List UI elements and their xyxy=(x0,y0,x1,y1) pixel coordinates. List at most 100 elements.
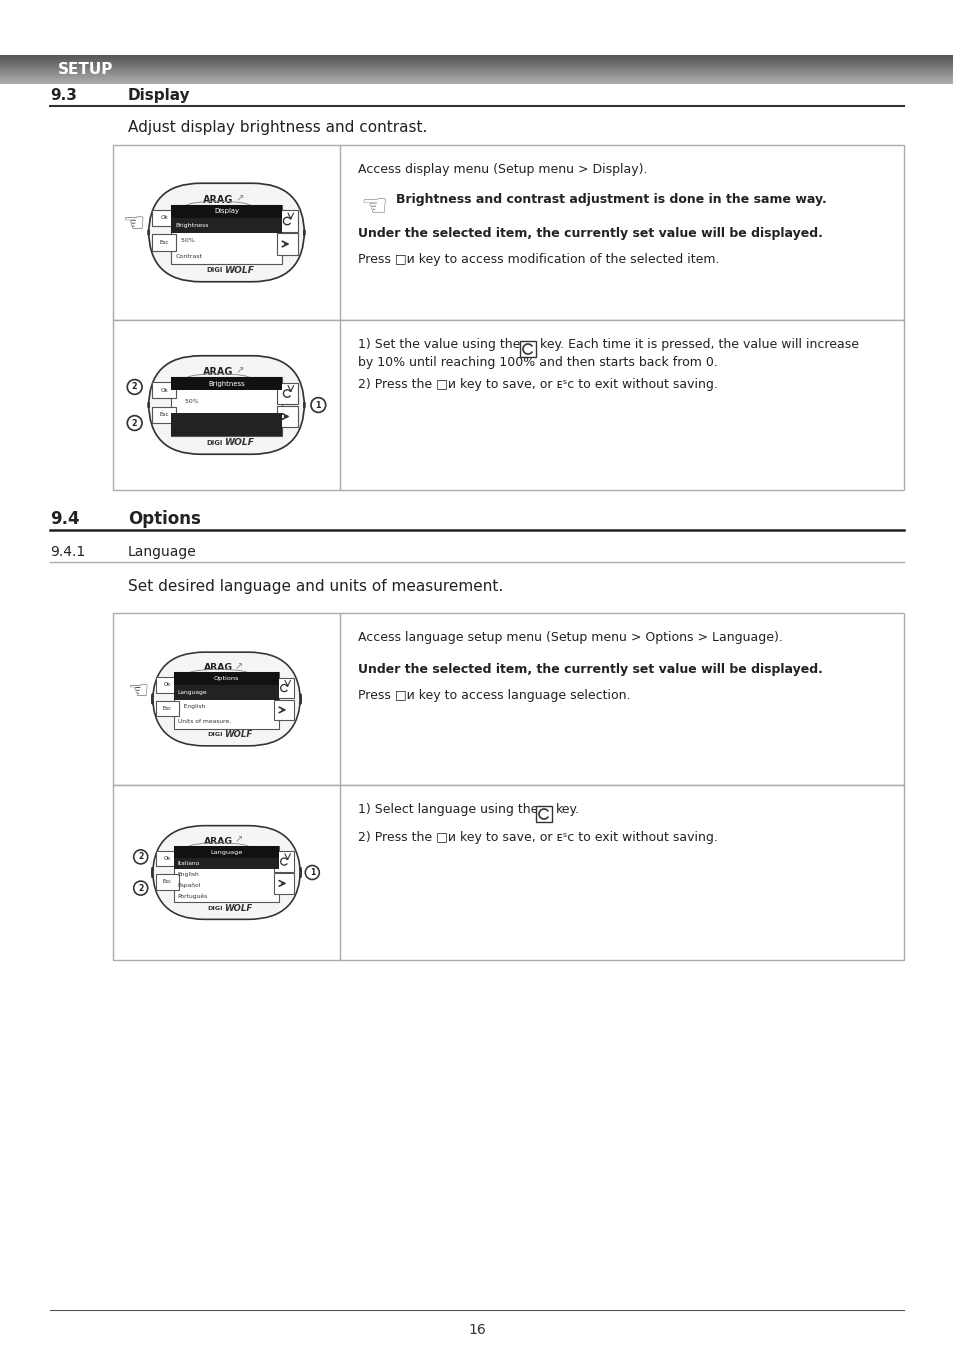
Text: Display: Display xyxy=(213,209,239,214)
Text: ↗: ↗ xyxy=(234,834,243,845)
Text: Italiano: Italiano xyxy=(177,861,200,867)
Text: 9.3: 9.3 xyxy=(50,88,77,103)
Text: Under the selected item, the currently set value will be displayed.: Under the selected item, the currently s… xyxy=(357,227,822,240)
Text: Brightness and contrast adjustment is done in the same way.: Brightness and contrast adjustment is do… xyxy=(395,194,826,206)
Bar xyxy=(171,378,281,436)
Text: 2: 2 xyxy=(132,382,137,391)
Text: Access language setup menu (Setup menu > Options > Language).: Access language setup menu (Setup menu >… xyxy=(357,631,782,645)
Text: ☜: ☜ xyxy=(128,680,149,703)
Text: Adjust display brightness and contrast.: Adjust display brightness and contrast. xyxy=(128,121,427,135)
Text: key.: key. xyxy=(556,803,579,816)
Circle shape xyxy=(305,865,319,880)
Text: English: English xyxy=(177,872,199,877)
Text: 2: 2 xyxy=(138,853,143,861)
Text: Language: Language xyxy=(128,546,196,559)
Text: key. Each time it is pressed, the value will increase: key. Each time it is pressed, the value … xyxy=(539,338,858,351)
Bar xyxy=(171,204,281,218)
Text: Under the selected item, the currently set value will be displayed.: Under the selected item, the currently s… xyxy=(357,663,822,676)
Text: Access display menu (Setup menu > Display).: Access display menu (Setup menu > Displa… xyxy=(357,162,647,176)
Text: ARAG: ARAG xyxy=(204,663,233,673)
Text: 50%: 50% xyxy=(175,238,194,244)
Text: WOLF: WOLF xyxy=(224,904,253,913)
Bar xyxy=(276,233,297,255)
Text: DIGI: DIGI xyxy=(206,440,222,445)
Text: English: English xyxy=(177,704,205,709)
Bar xyxy=(152,406,176,422)
Text: Language: Language xyxy=(177,689,207,695)
Text: Esc: Esc xyxy=(163,879,172,884)
Text: Display: Display xyxy=(128,88,191,103)
Bar xyxy=(112,613,903,785)
Text: Español: Español xyxy=(177,883,201,888)
Text: DIGI: DIGI xyxy=(207,906,222,911)
Text: 2) Press the □ᴎ key to save, or ᴇˢᴄ to exit without saving.: 2) Press the □ᴎ key to save, or ᴇˢᴄ to e… xyxy=(357,378,717,391)
Text: Esc: Esc xyxy=(159,240,169,245)
Text: 1: 1 xyxy=(315,401,321,409)
Text: Press □ᴎ key to access language selection.: Press □ᴎ key to access language selectio… xyxy=(357,689,630,701)
Text: ☜: ☜ xyxy=(123,213,145,237)
Text: WOLF: WOLF xyxy=(224,265,253,275)
Bar xyxy=(112,320,903,490)
Bar xyxy=(155,850,179,867)
Text: ☜: ☜ xyxy=(359,194,387,222)
Circle shape xyxy=(133,850,148,864)
Text: Ok: Ok xyxy=(160,215,168,221)
Text: Options: Options xyxy=(128,510,201,528)
Bar xyxy=(276,210,297,232)
Bar xyxy=(173,846,279,858)
Bar xyxy=(274,700,294,720)
Text: ↗: ↗ xyxy=(235,194,244,203)
Bar xyxy=(155,700,179,716)
Text: Options: Options xyxy=(213,676,239,681)
Text: ↗: ↗ xyxy=(234,661,243,672)
Text: 1) Select language using the: 1) Select language using the xyxy=(357,803,537,816)
Text: 2: 2 xyxy=(138,884,143,892)
Bar xyxy=(173,673,279,685)
Text: Esc: Esc xyxy=(163,705,172,711)
Bar xyxy=(536,806,552,822)
Circle shape xyxy=(133,881,148,895)
Text: 9.4: 9.4 xyxy=(50,510,79,528)
Text: Set desired language and units of measurement.: Set desired language and units of measur… xyxy=(128,580,503,594)
Text: Ok: Ok xyxy=(163,682,171,688)
Circle shape xyxy=(311,398,325,413)
Text: 1: 1 xyxy=(310,868,314,877)
Bar xyxy=(152,382,176,398)
Bar xyxy=(274,678,294,699)
Bar xyxy=(152,234,176,250)
Text: Language: Language xyxy=(210,850,242,854)
Bar xyxy=(112,145,903,320)
Bar xyxy=(112,785,903,960)
Text: DIGI: DIGI xyxy=(206,267,222,274)
Text: Contrast: Contrast xyxy=(175,253,202,259)
Text: ARAG: ARAG xyxy=(204,837,233,846)
Bar xyxy=(171,204,281,264)
Bar xyxy=(276,406,297,427)
Bar xyxy=(155,677,179,693)
Text: SETUP: SETUP xyxy=(58,61,113,76)
FancyBboxPatch shape xyxy=(149,356,304,454)
Text: 1) Set the value using the: 1) Set the value using the xyxy=(357,338,519,351)
Text: 2: 2 xyxy=(132,418,137,428)
Bar xyxy=(276,383,297,405)
Text: Units of measure.: Units of measure. xyxy=(177,719,231,724)
Text: 50%: 50% xyxy=(175,399,199,405)
Bar xyxy=(155,875,179,890)
Text: Ok: Ok xyxy=(163,856,171,861)
Text: Brightness: Brightness xyxy=(208,380,245,387)
FancyBboxPatch shape xyxy=(149,183,304,282)
Bar xyxy=(274,873,294,894)
FancyBboxPatch shape xyxy=(152,653,300,746)
Text: Ok: Ok xyxy=(160,387,168,393)
Bar xyxy=(274,852,294,872)
Bar xyxy=(173,685,279,700)
Bar xyxy=(171,218,281,233)
Text: DIGI: DIGI xyxy=(207,733,222,738)
Bar xyxy=(152,210,176,226)
Text: Português: Português xyxy=(177,894,208,899)
Text: WOLF: WOLF xyxy=(224,730,253,739)
Text: Press □ᴎ key to access modification of the selected item.: Press □ᴎ key to access modification of t… xyxy=(357,253,719,265)
Text: ARAG: ARAG xyxy=(203,367,233,378)
Text: ARAG: ARAG xyxy=(203,195,233,204)
Text: WOLF: WOLF xyxy=(224,439,253,447)
